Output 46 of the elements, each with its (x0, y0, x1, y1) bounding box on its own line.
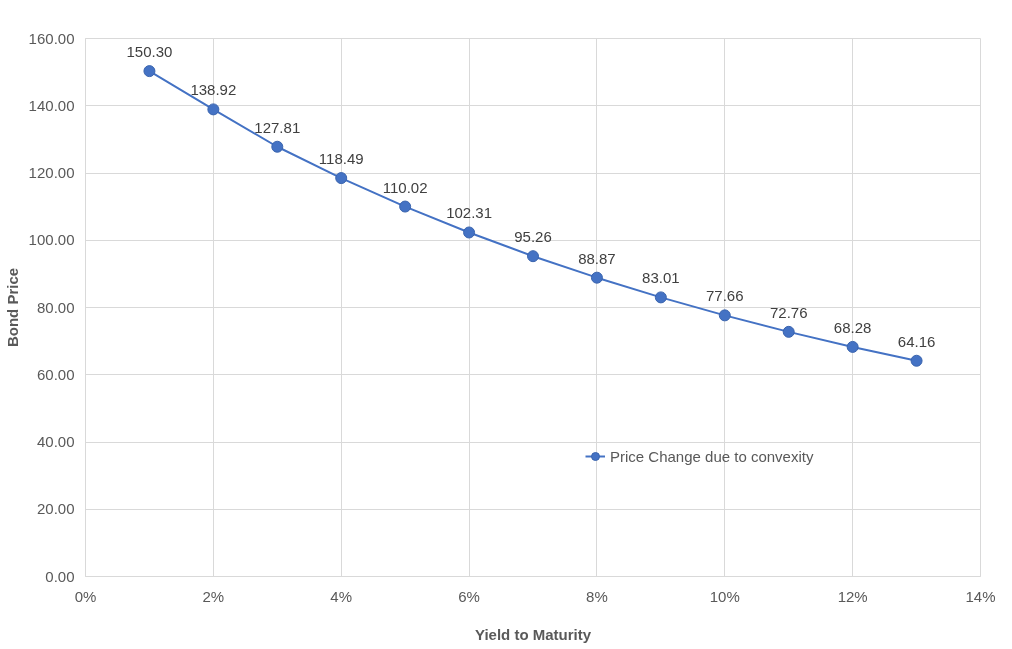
point (463, 226, 476, 239)
data-label: 102.31 (446, 204, 493, 222)
x-tick-label: 0% (74, 587, 97, 605)
point (143, 65, 156, 78)
data-label: 138.92 (190, 81, 237, 99)
data-label: 83.01 (642, 269, 680, 287)
y-tick-label: 140.00 (28, 96, 75, 114)
data-label: 88.87 (578, 249, 616, 267)
point (910, 354, 923, 367)
point (271, 140, 284, 153)
data-label: 77.66 (706, 287, 744, 305)
point (718, 309, 731, 322)
point (527, 250, 539, 263)
x-axis-title: Yield to Maturity (474, 625, 592, 643)
point (399, 200, 412, 213)
legend-label: Price Change due to convexity (610, 447, 814, 465)
y-tick-label: 100.00 (28, 231, 75, 249)
y-axis-title: Bond Price (3, 267, 21, 348)
data-label: 110.02 (382, 178, 428, 196)
data-label: 95.26 (514, 228, 552, 246)
point (654, 291, 667, 304)
data-label: 64.16 (897, 332, 936, 350)
y-tick-label: 60.00 (36, 365, 75, 383)
point (590, 271, 603, 284)
point (207, 103, 220, 116)
x-tick-label: 14% (965, 587, 996, 605)
x-tick-label: 4% (330, 587, 353, 605)
x-tick-label: 2% (202, 587, 225, 605)
data-label: 68.28 (833, 318, 872, 336)
y-tick-label: 0.00 (45, 567, 75, 585)
x-tick-label: 6% (458, 587, 480, 605)
x-tick-label: 8% (586, 587, 608, 605)
data-label: 127.81 (254, 118, 301, 136)
y-tick-label: 80.00 (36, 298, 75, 316)
x-tick-label: 10% (709, 587, 740, 605)
data-label: 72.76 (769, 303, 808, 321)
point (335, 172, 348, 185)
point (782, 325, 795, 338)
y-tick-label: 40.00 (36, 433, 75, 450)
y-tick-label: 20.00 (36, 500, 75, 518)
y-tick-label: 120.00 (28, 164, 75, 181)
data-label: 118.49 (318, 150, 364, 168)
y-tick-label: 160.00 (28, 29, 75, 47)
point (846, 340, 859, 353)
x-tick-label: 12% (837, 587, 868, 605)
data-label: 150.30 (126, 43, 173, 61)
